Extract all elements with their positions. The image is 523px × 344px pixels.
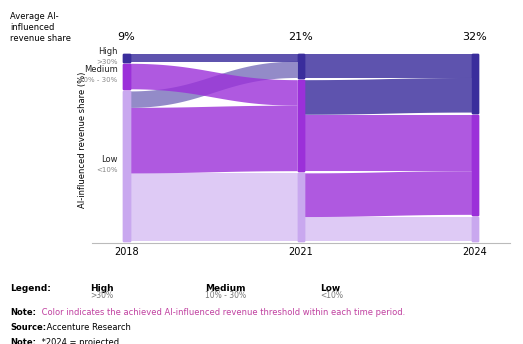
Text: Medium: Medium — [84, 65, 118, 74]
Bar — [472, 115, 478, 215]
Bar — [298, 173, 304, 241]
Polygon shape — [130, 64, 298, 106]
Text: 32%: 32% — [463, 32, 487, 42]
Bar — [472, 217, 478, 241]
Y-axis label: AI-influenced revenue share (%): AI-influenced revenue share (%) — [78, 71, 87, 207]
Polygon shape — [304, 54, 472, 78]
Text: <10%: <10% — [320, 291, 343, 300]
Text: High: High — [98, 47, 118, 56]
Polygon shape — [304, 78, 472, 115]
Bar — [472, 54, 478, 112]
Text: *2024 = projected: *2024 = projected — [39, 338, 119, 344]
Bar — [123, 54, 130, 62]
Bar — [298, 54, 304, 78]
Text: 21%: 21% — [288, 32, 313, 42]
Bar — [472, 217, 478, 241]
Bar — [123, 64, 130, 89]
Text: Average AI-
influenced
revenue share: Average AI- influenced revenue share — [10, 12, 72, 43]
Text: >30%: >30% — [90, 291, 113, 300]
Polygon shape — [130, 106, 298, 173]
Polygon shape — [130, 54, 298, 62]
Text: 10% - 30%: 10% - 30% — [205, 291, 246, 300]
Polygon shape — [304, 115, 472, 171]
Bar — [123, 64, 130, 89]
Polygon shape — [130, 173, 298, 241]
Bar — [298, 54, 304, 78]
Text: Low: Low — [101, 155, 118, 164]
Text: Legend:: Legend: — [10, 284, 51, 293]
Text: 10% - 30%: 10% - 30% — [79, 77, 118, 84]
Bar — [298, 80, 304, 171]
Text: Medium: Medium — [205, 284, 245, 293]
Bar — [123, 92, 130, 241]
Bar — [123, 54, 130, 62]
Bar — [123, 92, 130, 241]
Text: 9%: 9% — [118, 32, 135, 42]
Bar — [472, 54, 478, 112]
Polygon shape — [304, 217, 472, 241]
Bar — [298, 173, 304, 241]
Text: Note:: Note: — [10, 308, 37, 317]
Text: Low: Low — [320, 284, 340, 293]
Polygon shape — [130, 62, 298, 108]
Text: Color indicates the achieved AI-influenced revenue threshold within each time pe: Color indicates the achieved AI-influenc… — [39, 308, 405, 317]
Text: High: High — [90, 284, 113, 293]
Text: Accenture Research: Accenture Research — [44, 323, 131, 332]
Text: Source:: Source: — [10, 323, 47, 332]
Text: >30%: >30% — [96, 59, 118, 65]
Bar — [298, 80, 304, 171]
Text: Note:: Note: — [10, 338, 37, 344]
Polygon shape — [304, 171, 472, 217]
Text: <10%: <10% — [96, 167, 118, 173]
Bar — [472, 115, 478, 215]
